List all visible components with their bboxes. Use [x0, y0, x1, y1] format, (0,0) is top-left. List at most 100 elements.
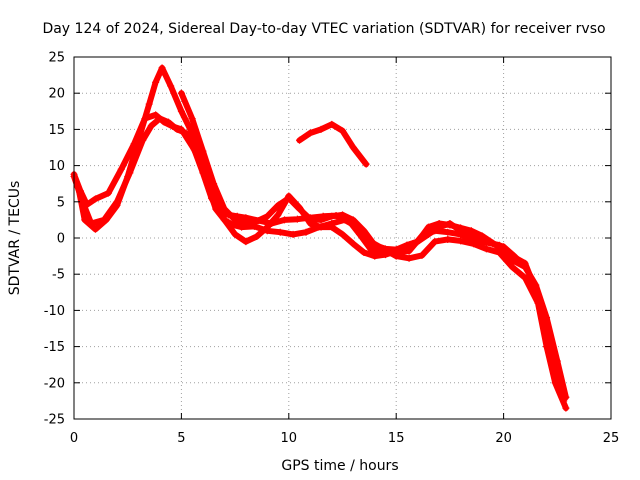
data-point-plus: [414, 238, 422, 246]
data-point-plus: [210, 180, 218, 188]
data-point-plus: [470, 240, 478, 248]
data-point-plus: [152, 111, 160, 119]
data-point-plus: [510, 252, 518, 260]
data-point-plus: [508, 263, 516, 271]
x-tick-label: 15: [388, 431, 405, 446]
data-point-plus: [242, 220, 250, 228]
x-tick-label: 5: [177, 431, 185, 446]
data-point-plus: [521, 274, 529, 282]
y-tick-label: 15: [48, 123, 65, 138]
series-line: [71, 111, 567, 404]
data-point-plus: [457, 237, 465, 245]
data-point-plus: [113, 201, 121, 209]
data-point-plus: [134, 136, 142, 144]
y-tick-label: -25: [44, 413, 65, 428]
data-point-plus: [543, 343, 551, 351]
data-point-plus: [253, 233, 261, 241]
data-point-plus: [296, 205, 304, 213]
data-point-plus: [231, 230, 239, 238]
data-point-plus: [173, 125, 181, 133]
y-tick-label: 20: [48, 87, 65, 102]
data-point-plus: [381, 245, 389, 253]
data-point-plus: [145, 100, 153, 108]
data-point-plus: [349, 240, 357, 248]
series-track-e: [296, 120, 370, 168]
data-point-plus: [117, 165, 125, 173]
data-point-plus: [435, 223, 443, 231]
data-point-plus: [482, 245, 490, 253]
data-point-plus: [489, 240, 497, 248]
data-point-plus: [521, 263, 529, 271]
y-tick-label: -15: [44, 340, 65, 355]
data-point-plus: [339, 127, 346, 135]
data-point-plus: [306, 215, 314, 223]
data-point-plus: [424, 230, 432, 238]
y-tick-label: -5: [52, 268, 65, 283]
data-point-plus: [317, 125, 325, 133]
data-point-plus: [231, 216, 239, 224]
data-point-plus: [167, 82, 175, 90]
data-point-plus: [281, 216, 289, 224]
x-tick-label: 10: [281, 431, 298, 446]
data-point-plus: [263, 223, 271, 231]
series-track-b: [70, 115, 570, 412]
ticks: 0 5 10 15 20 25 -25 -20 -15 -10 -5 0 5 10 15 20 25: [44, 51, 620, 447]
data-point-plus: [543, 314, 551, 322]
data-point-plus: [362, 160, 370, 168]
data-point-plus: [263, 212, 271, 220]
data-point-plus: [274, 211, 282, 219]
data-point-plus: [431, 238, 439, 246]
data-point-plus: [562, 393, 570, 401]
data-point-plus: [293, 215, 301, 223]
data-point-plus: [104, 189, 112, 197]
y-tick-label: 10: [48, 159, 65, 174]
y-tick-label: 5: [57, 195, 65, 210]
series-track-a: [70, 111, 568, 405]
data-point-plus: [302, 228, 310, 236]
data-point-plus: [274, 201, 282, 209]
data-point-plus: [444, 235, 452, 243]
series-line: [71, 115, 569, 412]
data-point-plus: [306, 129, 314, 137]
data-point-plus: [317, 223, 325, 231]
data-point-plus: [562, 404, 570, 412]
data-point-plus: [156, 115, 164, 123]
data-point-plus: [102, 216, 110, 224]
data-point-plus: [467, 230, 475, 238]
data-point-plus: [158, 64, 166, 72]
y-tick-label: -10: [44, 304, 65, 319]
data-point-plus: [188, 115, 196, 123]
data-point-plus: [285, 194, 293, 202]
data-point-plus: [371, 241, 379, 249]
x-tick-label: 20: [495, 431, 512, 446]
data-point-plus: [177, 107, 185, 115]
data-point-plus: [444, 228, 452, 236]
x-tick-label: 0: [70, 431, 78, 446]
data-point-plus: [405, 254, 413, 262]
series-line: [296, 121, 370, 168]
data-point-plus: [91, 195, 99, 203]
data-point-plus: [165, 118, 173, 126]
data-point-plus: [328, 223, 336, 231]
data-point-plus: [403, 241, 411, 249]
y-tick-label: -20: [44, 376, 65, 391]
chart-title: Day 124 of 2024, Sidereal Day-to-day VTE…: [42, 21, 605, 37]
data-point-plus: [220, 216, 228, 224]
data-point-plus: [339, 211, 346, 219]
x-tick-label: 25: [603, 431, 620, 446]
data-point-plus: [349, 216, 357, 224]
x-axis-label: GPS time / hours: [281, 458, 398, 474]
data-point-plus: [339, 230, 346, 238]
data-point-plus: [392, 246, 400, 254]
data-point-plus: [81, 216, 89, 224]
series-track-d: [177, 89, 529, 271]
data-point-plus: [349, 144, 357, 151]
data-point-plus: [317, 216, 325, 224]
data-point-plus: [328, 120, 336, 128]
data-point-plus: [532, 281, 540, 289]
data-point-plus: [177, 89, 185, 97]
data-point-plus: [74, 183, 82, 191]
data-point-plus: [457, 227, 465, 235]
data-point-plus: [242, 238, 250, 246]
data-point-plus: [405, 247, 413, 255]
